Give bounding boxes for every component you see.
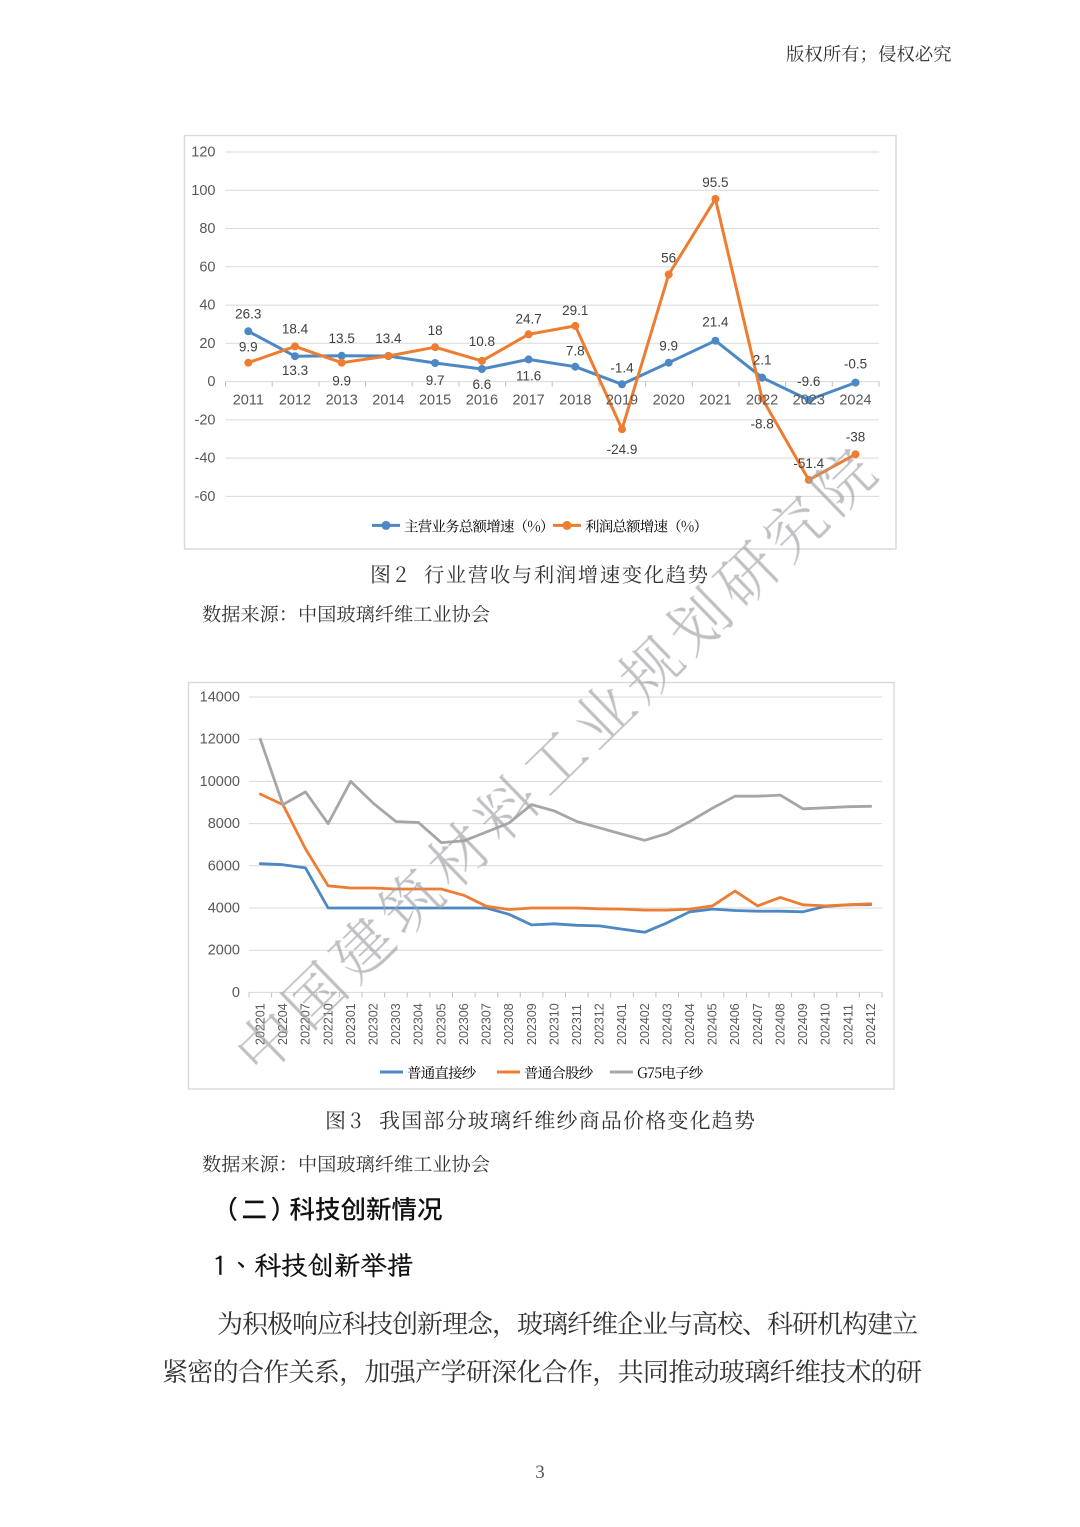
- svg-text:2012: 2012: [279, 393, 311, 409]
- svg-text:3: 3: [535, 1462, 545, 1483]
- svg-text:-40: -40: [195, 451, 216, 467]
- svg-text:14000: 14000: [200, 690, 240, 706]
- svg-text:2019: 2019: [606, 393, 638, 409]
- svg-text:0: 0: [232, 985, 240, 1001]
- svg-text:-20: -20: [195, 412, 216, 428]
- svg-text:12000: 12000: [200, 732, 240, 748]
- svg-text:4000: 4000: [208, 901, 240, 917]
- svg-text:100: 100: [191, 183, 215, 199]
- svg-text:6000: 6000: [208, 858, 240, 874]
- svg-text:120: 120: [191, 145, 215, 161]
- svg-text:13.4: 13.4: [375, 331, 402, 346]
- svg-text:202301: 202301: [344, 1003, 358, 1045]
- svg-text:0: 0: [207, 374, 215, 390]
- svg-text:2015: 2015: [419, 393, 451, 409]
- svg-text:202204: 202204: [276, 1003, 290, 1045]
- svg-text:2000: 2000: [208, 943, 240, 959]
- svg-text:13.5: 13.5: [329, 331, 355, 346]
- svg-text:26.3: 26.3: [235, 306, 261, 321]
- svg-text:202210: 202210: [321, 1003, 335, 1045]
- svg-text:18: 18: [428, 323, 443, 338]
- svg-text:-24.9: -24.9: [607, 442, 638, 457]
- svg-text:20: 20: [199, 336, 215, 352]
- svg-text:-38: -38: [846, 429, 866, 444]
- svg-text:2016: 2016: [466, 393, 498, 409]
- svg-text:-51.4: -51.4: [793, 456, 824, 471]
- svg-text:202411: 202411: [841, 1004, 855, 1045]
- svg-text:202407: 202407: [751, 1003, 765, 1045]
- svg-text:2022: 2022: [746, 393, 778, 409]
- svg-text:21.4: 21.4: [702, 315, 729, 330]
- svg-text:202405: 202405: [706, 1003, 720, 1045]
- svg-text:8000: 8000: [208, 816, 240, 832]
- svg-text:24.7: 24.7: [515, 311, 541, 326]
- svg-text:202406: 202406: [728, 1003, 742, 1045]
- svg-text:202302: 202302: [367, 1003, 381, 1045]
- svg-text:202409: 202409: [796, 1003, 810, 1045]
- svg-text:13.3: 13.3: [282, 363, 308, 378]
- svg-text:202410: 202410: [819, 1003, 833, 1045]
- svg-text:2018: 2018: [559, 393, 591, 409]
- svg-text:202303: 202303: [389, 1003, 403, 1045]
- svg-text:202401: 202401: [615, 1003, 629, 1045]
- svg-text:-1.4: -1.4: [610, 360, 634, 375]
- svg-text:202309: 202309: [525, 1003, 539, 1045]
- svg-text:7.8: 7.8: [566, 344, 585, 359]
- svg-text:2017: 2017: [512, 393, 544, 409]
- svg-text:202310: 202310: [547, 1003, 561, 1045]
- svg-text:2011: 2011: [233, 393, 264, 409]
- svg-text:56: 56: [661, 251, 676, 266]
- svg-text:202402: 202402: [638, 1003, 652, 1045]
- svg-text:202306: 202306: [457, 1003, 471, 1045]
- svg-text:80: 80: [199, 221, 215, 237]
- svg-text:29.1: 29.1: [562, 303, 588, 318]
- svg-text:202304: 202304: [412, 1003, 426, 1045]
- svg-text:202312: 202312: [593, 1003, 607, 1045]
- svg-text:202308: 202308: [502, 1003, 516, 1045]
- svg-text:202408: 202408: [774, 1003, 788, 1045]
- svg-text:202412: 202412: [864, 1003, 878, 1045]
- svg-text:-8.8: -8.8: [750, 416, 773, 431]
- svg-text:18.4: 18.4: [282, 321, 309, 336]
- svg-text:2.1: 2.1: [753, 353, 772, 368]
- svg-text:11.6: 11.6: [516, 368, 541, 383]
- svg-text:60: 60: [199, 259, 215, 275]
- svg-text:-60: -60: [195, 489, 216, 505]
- svg-text:9.9: 9.9: [239, 340, 258, 355]
- svg-text:2023: 2023: [793, 393, 825, 409]
- svg-text:40: 40: [199, 298, 215, 314]
- svg-text:9.9: 9.9: [332, 374, 351, 389]
- svg-text:202404: 202404: [683, 1003, 697, 1045]
- svg-text:9.7: 9.7: [426, 373, 445, 388]
- svg-text:6.6: 6.6: [473, 377, 492, 392]
- svg-text:202311: 202311: [570, 1004, 584, 1045]
- svg-text:2024: 2024: [839, 393, 871, 409]
- svg-text:10000: 10000: [200, 774, 240, 790]
- svg-text:10.8: 10.8: [469, 334, 495, 349]
- svg-text:-9.6: -9.6: [797, 374, 820, 389]
- svg-text:202403: 202403: [660, 1003, 674, 1045]
- svg-text:-0.5: -0.5: [844, 357, 867, 372]
- svg-text:9.9: 9.9: [659, 339, 678, 354]
- svg-text:202307: 202307: [480, 1003, 494, 1045]
- svg-text:95.5: 95.5: [702, 175, 728, 190]
- svg-text:202201: 202201: [254, 1003, 268, 1045]
- svg-text:2014: 2014: [372, 393, 404, 409]
- svg-text:202305: 202305: [434, 1003, 448, 1045]
- svg-text:2021: 2021: [699, 393, 731, 409]
- svg-text:2013: 2013: [326, 393, 358, 409]
- svg-text:2020: 2020: [653, 393, 685, 409]
